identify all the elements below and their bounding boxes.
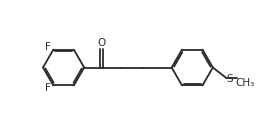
Text: S: S [226, 74, 233, 84]
Text: F: F [45, 83, 51, 93]
Text: O: O [98, 38, 106, 48]
Text: CH₃: CH₃ [235, 78, 254, 88]
Text: F: F [45, 42, 51, 52]
